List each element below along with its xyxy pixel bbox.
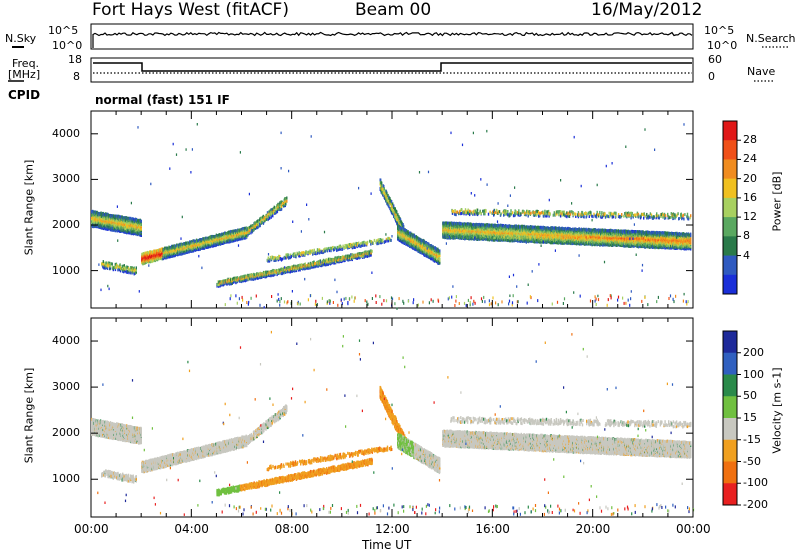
echo-cell [272, 214, 273, 217]
echo-cell [381, 182, 382, 185]
frequency-line [93, 63, 692, 71]
echo-cell [371, 250, 372, 253]
echo-cell [274, 206, 275, 209]
echo-cell [134, 268, 135, 271]
echo-cell [384, 187, 385, 190]
echo-cell [112, 263, 113, 266]
nsky-nsearch-strip-frame [91, 24, 693, 49]
echo-cell [141, 220, 142, 223]
echo-cell [136, 266, 137, 269]
echo-cell [103, 260, 104, 263]
freq-nave-strip-frame [91, 58, 693, 82]
echo-cell [119, 263, 120, 266]
echo-cell [285, 203, 286, 206]
echo-cell [396, 210, 397, 213]
echo-cell [269, 217, 270, 220]
echo-cell [281, 208, 282, 211]
nsky-trace [93, 33, 692, 49]
echo-cell [286, 197, 287, 200]
nsky-line [93, 33, 692, 36]
echo-cell [250, 225, 251, 228]
echo-cell [393, 204, 394, 207]
power-scatter-cells [91, 123, 691, 310]
